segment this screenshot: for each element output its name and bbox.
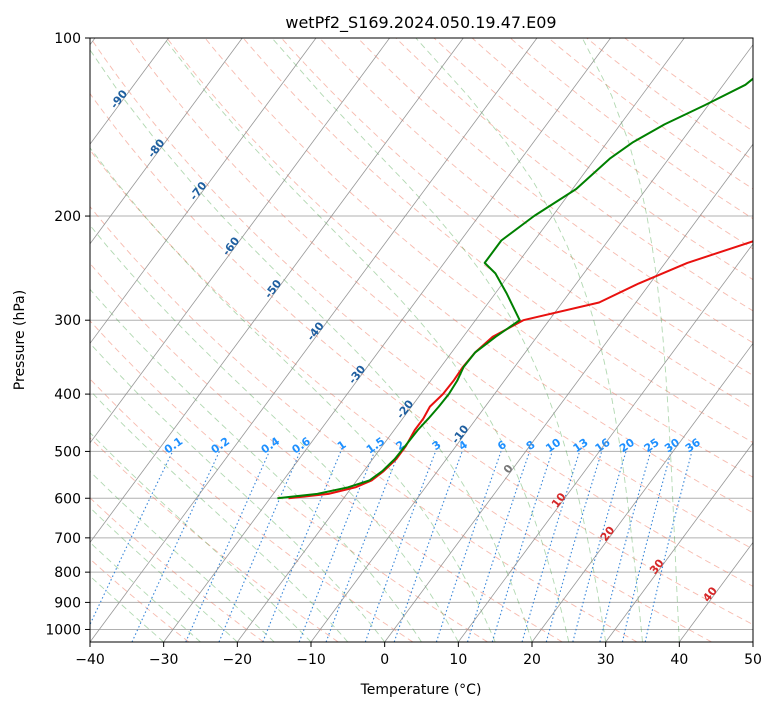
y-tick-label: 1000	[45, 622, 81, 638]
x-tick-label: 30	[597, 652, 615, 668]
mixing-ratio-line	[466, 451, 531, 642]
moist-adiabat	[163, 38, 570, 642]
x-tick-label: −40	[75, 652, 105, 668]
mixing-ratio-line	[545, 451, 603, 642]
isotherm-line	[236, 38, 685, 642]
moist-adiabat	[90, 389, 349, 642]
dry-adiabat	[586, 38, 753, 161]
plot-frame	[89, 37, 754, 643]
y-tick-label: 500	[54, 444, 81, 460]
isotherm-line	[531, 342, 753, 642]
moist-adiabat	[90, 541, 201, 642]
isotherm-line	[457, 243, 753, 642]
mixing-ratio-line	[599, 451, 652, 642]
mixing-ratio-line	[218, 451, 301, 642]
isotherm-line	[90, 38, 390, 444]
moist-adiabat	[90, 575, 164, 642]
isotherm-line	[90, 38, 169, 145]
x-tick-label: 0	[380, 652, 389, 668]
dry-adiabat	[395, 38, 753, 312]
y-tick-label: 700	[54, 531, 81, 547]
dry-adiabat	[90, 149, 712, 642]
dry-adiabat	[166, 38, 753, 514]
x-tick-label: 10	[449, 652, 467, 668]
dry-adiabat	[548, 38, 753, 190]
dewpoint-profile-line	[277, 77, 753, 500]
chart-title: wetPf2_S169.2024.050.19.47.E09	[285, 13, 556, 33]
dry-adiabat	[90, 378, 414, 642]
mixing-ratio-line	[621, 451, 672, 642]
mixing-ratio-line	[521, 451, 581, 642]
moist-adiabat	[581, 38, 680, 642]
mixing-ratio-line	[185, 451, 270, 642]
mixing-ratio-line	[572, 451, 627, 642]
isotherm-line	[605, 442, 753, 642]
isotherm-line	[163, 38, 611, 642]
dry-adiabat	[90, 497, 264, 642]
moist-adiabat	[415, 38, 643, 642]
dry-adiabat	[510, 38, 753, 220]
series-lines	[277, 77, 753, 500]
moist-adiabat	[90, 288, 422, 642]
dry-adiabat	[90, 320, 488, 642]
pressure-gridlines	[90, 38, 753, 630]
dry-adiabat	[319, 38, 753, 376]
moist-adiabat	[271, 38, 607, 642]
y-axis: 100 200 300 400 500 600 700 800 900 1000	[45, 31, 90, 638]
x-axis-label: Temperature (°C)	[360, 682, 482, 698]
mixing-ratio-line	[298, 451, 376, 642]
isotherm-line	[90, 38, 317, 345]
mixing-ratio-line	[262, 451, 342, 642]
y-tick-label: 900	[54, 595, 81, 611]
y-tick-label: 300	[54, 313, 81, 329]
y-tick-label: 800	[54, 565, 81, 581]
y-tick-label: 600	[54, 491, 81, 507]
moist-adiabat	[90, 470, 275, 642]
isotherm-line	[310, 44, 753, 642]
x-tick-label: 40	[670, 652, 688, 668]
isotherm-lines	[90, 38, 753, 642]
x-tick-label: 50	[744, 652, 762, 668]
dry-adiabat	[128, 38, 753, 550]
mixing-ratio-line	[435, 451, 502, 642]
moist-adiabat	[90, 49, 533, 642]
moist-adiabat	[90, 507, 238, 642]
dry-adiabat	[357, 38, 753, 344]
y-axis-label: Pressure (hPa)	[12, 290, 28, 390]
x-tick-label: −30	[149, 652, 179, 668]
dry-adiabat	[90, 262, 563, 642]
y-tick-label: 200	[54, 209, 81, 225]
x-tick-label: −10	[296, 652, 326, 668]
dry-adiabat	[90, 92, 753, 626]
y-tick-label: 100	[54, 31, 81, 47]
x-tick-label: −20	[223, 652, 253, 668]
dry-adiabat	[90, 205, 638, 642]
x-axis: −40 −30 −20 −10 0 10 20 30 40 50	[75, 642, 762, 668]
isotherm-line	[90, 38, 243, 245]
mixing-ratio-line	[491, 451, 553, 642]
moist-adiabat	[90, 342, 386, 642]
dry-adiabat	[90, 38, 753, 587]
dry-adiabats	[90, 38, 753, 642]
dry-adiabat	[204, 38, 753, 478]
isotherm-line	[90, 38, 538, 642]
x-tick-label: 20	[523, 652, 541, 668]
y-tick-label: 400	[54, 387, 81, 403]
isotherm-line	[384, 143, 753, 642]
isotherm-line	[90, 38, 464, 544]
mixing-ratio-line	[364, 451, 437, 642]
mixing-ratio-line	[325, 451, 400, 642]
